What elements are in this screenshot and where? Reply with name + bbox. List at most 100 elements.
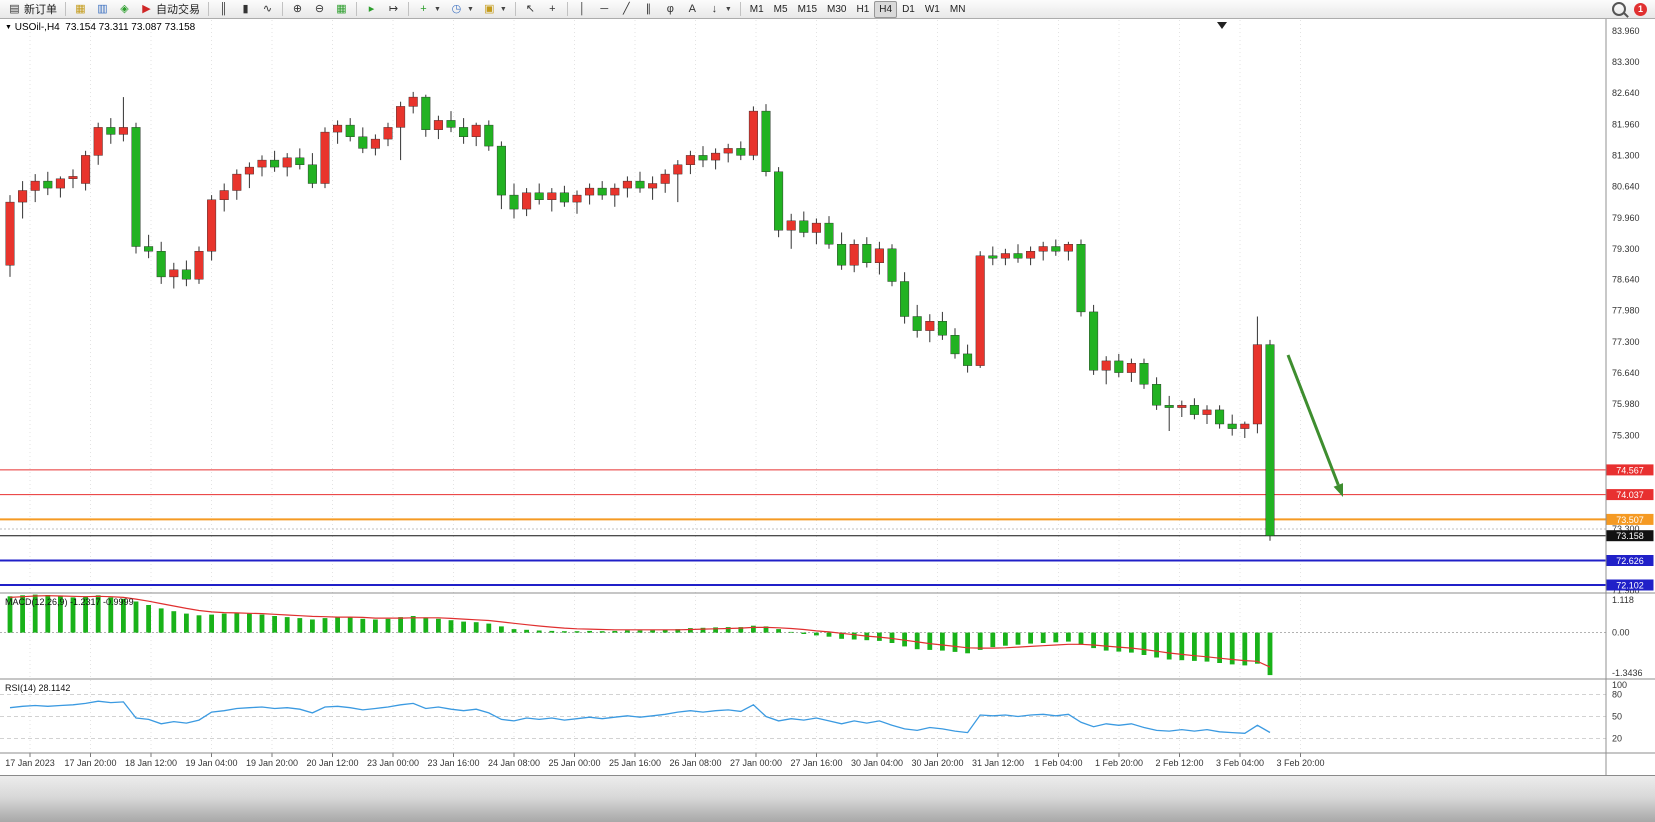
- time-axis-label: 19 Jan 20:00: [246, 758, 298, 768]
- chart-shift-marker[interactable]: [1217, 22, 1227, 29]
- zoom-out-button[interactable]: ⊖: [309, 1, 330, 18]
- symbol-ohlc: 73.154 73.311 73.087 73.158: [65, 22, 196, 33]
- fibonacci-button[interactable]: φ: [660, 1, 681, 18]
- channel-button[interactable]: ∥: [638, 1, 659, 18]
- time-axis-label: 1 Feb 04:00: [1034, 758, 1082, 768]
- market-watch-button[interactable]: ▦: [70, 1, 91, 18]
- chart-canvas[interactable]: 17 Jan 2023 17 Jan 20:00 18 Jan 12:00 19 Ja…: [0, 19, 1655, 775]
- text-tool-button[interactable]: A: [682, 1, 703, 18]
- timeframe-group: M1 M5 M15 M30 H1 H4 D1 W1 MN: [745, 0, 971, 18]
- macd-signal-line: [9, 595, 1271, 668]
- bar-chart-button[interactable]: ║: [213, 1, 234, 18]
- macd-indicator-label: MACD(12,26,9) -1.2317 -0.9999: [5, 597, 134, 607]
- timeframe-d1[interactable]: D1: [897, 1, 920, 18]
- time-axis-label: 27 Jan 16:00: [790, 758, 842, 768]
- trend-arrow[interactable]: [1286, 354, 1343, 497]
- search-icon[interactable]: [1612, 2, 1626, 16]
- price-axis-label: 76.640: [1612, 368, 1640, 378]
- zoom-in-button[interactable]: ⊕: [287, 1, 308, 18]
- arrows-tool-button[interactable]: ↓ ▼: [704, 1, 736, 18]
- timeframe-m5[interactable]: M5: [769, 1, 793, 18]
- toolbar-separator: [356, 2, 357, 16]
- toolbar-right-group: 1: [1612, 2, 1651, 16]
- cursor-button[interactable]: ↖: [520, 1, 541, 18]
- notification-badge[interactable]: 1: [1634, 2, 1647, 16]
- timeframe-h4[interactable]: H4: [874, 0, 898, 18]
- time-axis-label: 1 Feb 20:00: [1095, 758, 1143, 768]
- time-axis-label: 17 Jan 20:00: [64, 758, 116, 768]
- chart-shift-button[interactable]: ↦: [383, 1, 404, 18]
- timeframe-m1[interactable]: M1: [745, 1, 769, 18]
- zoom-out-icon: ⊖: [314, 2, 325, 15]
- timeframe-w1[interactable]: W1: [920, 1, 945, 18]
- timeframe-h1[interactable]: H1: [851, 1, 874, 18]
- symbol-dropdown-icon: ▼: [5, 24, 12, 31]
- vertical-line-button[interactable]: │: [572, 1, 593, 18]
- text-tool-icon: A: [688, 2, 696, 15]
- crosshair-button[interactable]: +: [542, 1, 563, 18]
- rsi-axis-label: 20: [1612, 733, 1622, 743]
- chart-area[interactable]: 17 Jan 2023 17 Jan 20:00 18 Jan 12:00 19 Ja…: [0, 19, 1655, 775]
- indicators-button[interactable]: + ▼: [413, 1, 445, 18]
- toolbar-separator: [65, 2, 66, 16]
- timeframe-mn[interactable]: MN: [945, 1, 971, 18]
- svg-text:74.037: 74.037: [1616, 490, 1644, 500]
- price-axis-label: 75.980: [1612, 399, 1640, 409]
- price-axis-label: 79.300: [1612, 244, 1640, 254]
- templates-button[interactable]: ▣ ▼: [479, 1, 511, 18]
- time-axis-label: 17 Jan 2023: [5, 758, 55, 768]
- cursor-icon: ↖: [525, 2, 535, 15]
- horizontal-line-button[interactable]: ─: [594, 1, 615, 18]
- indicators-icon: +: [420, 2, 427, 15]
- auto-trading-label: 自动交易: [156, 4, 200, 16]
- auto-trading-button[interactable]: ▶ 自动交易: [136, 1, 204, 18]
- template-icon: ▣: [484, 2, 495, 15]
- fibonacci-icon: φ: [666, 2, 674, 15]
- timeframe-m30[interactable]: M30: [822, 1, 851, 18]
- crosshair-icon: +: [549, 2, 556, 15]
- arrow-tool-icon: ↓: [711, 2, 718, 15]
- time-axis-label: 3 Feb 04:00: [1216, 758, 1264, 768]
- symbol-label: ▼ USOil-,H4 73.154 73.311 73.087 73.158: [5, 22, 195, 33]
- periods-button[interactable]: ◷ ▼: [446, 1, 478, 18]
- line-chart-button[interactable]: ∿: [257, 1, 278, 18]
- candlestick-chart-icon: ▮: [242, 2, 249, 15]
- macd-axis-label: 0.00: [1612, 628, 1630, 638]
- trendline-button[interactable]: ╱: [616, 1, 637, 18]
- time-axis-label: 25 Jan 00:00: [548, 758, 600, 768]
- data-window-button[interactable]: ▥: [92, 1, 113, 18]
- toolbar-separator: [408, 2, 409, 16]
- horizontal-line-icon: ─: [600, 2, 609, 15]
- new-order-button[interactable]: ▤ 新订单: [4, 1, 61, 18]
- time-axis-label: 3 Feb 20:00: [1276, 758, 1324, 768]
- candles: [5, 91, 1275, 541]
- navigator-icon: ◈: [120, 2, 129, 15]
- time-axis-label: 18 Jan 12:00: [125, 758, 177, 768]
- timeframe-m15[interactable]: M15: [793, 1, 822, 18]
- price-axis-label: 75.300: [1612, 431, 1640, 441]
- svg-text:73.507: 73.507: [1616, 515, 1644, 525]
- candlestick-chart-button[interactable]: ▮: [235, 1, 256, 18]
- rsi-axis-label: 80: [1612, 690, 1622, 700]
- toolbar-separator: [282, 2, 283, 16]
- chevron-down-icon: ▼: [434, 5, 441, 13]
- macd-axis-label: -1.3436: [1612, 668, 1643, 678]
- price-flag: 74.567: [1606, 464, 1654, 476]
- price-axis-label: 77.300: [1612, 337, 1640, 347]
- auto-scroll-button[interactable]: ▸: [361, 1, 382, 18]
- svg-text:74.567: 74.567: [1616, 465, 1644, 475]
- rsi-indicator-label: RSI(14) 28.1142: [5, 683, 71, 693]
- time-axis-label: 25 Jan 16:00: [609, 758, 661, 768]
- bottom-scrollbar[interactable]: [0, 775, 1655, 822]
- tile-windows-button[interactable]: ▦: [331, 1, 352, 18]
- chevron-down-icon: ▼: [499, 5, 507, 13]
- navigator-button[interactable]: ◈: [114, 1, 135, 18]
- time-axis-label: 2 Feb 12:00: [1155, 758, 1203, 768]
- auto-scroll-icon: ▸: [368, 2, 375, 15]
- market-watch-icon: ▦: [75, 2, 86, 15]
- channel-icon: ∥: [645, 2, 652, 15]
- price-axis-label: 77.980: [1612, 306, 1640, 316]
- macd-histogram: [7, 594, 1273, 676]
- price-axis-label: 79.960: [1612, 213, 1640, 223]
